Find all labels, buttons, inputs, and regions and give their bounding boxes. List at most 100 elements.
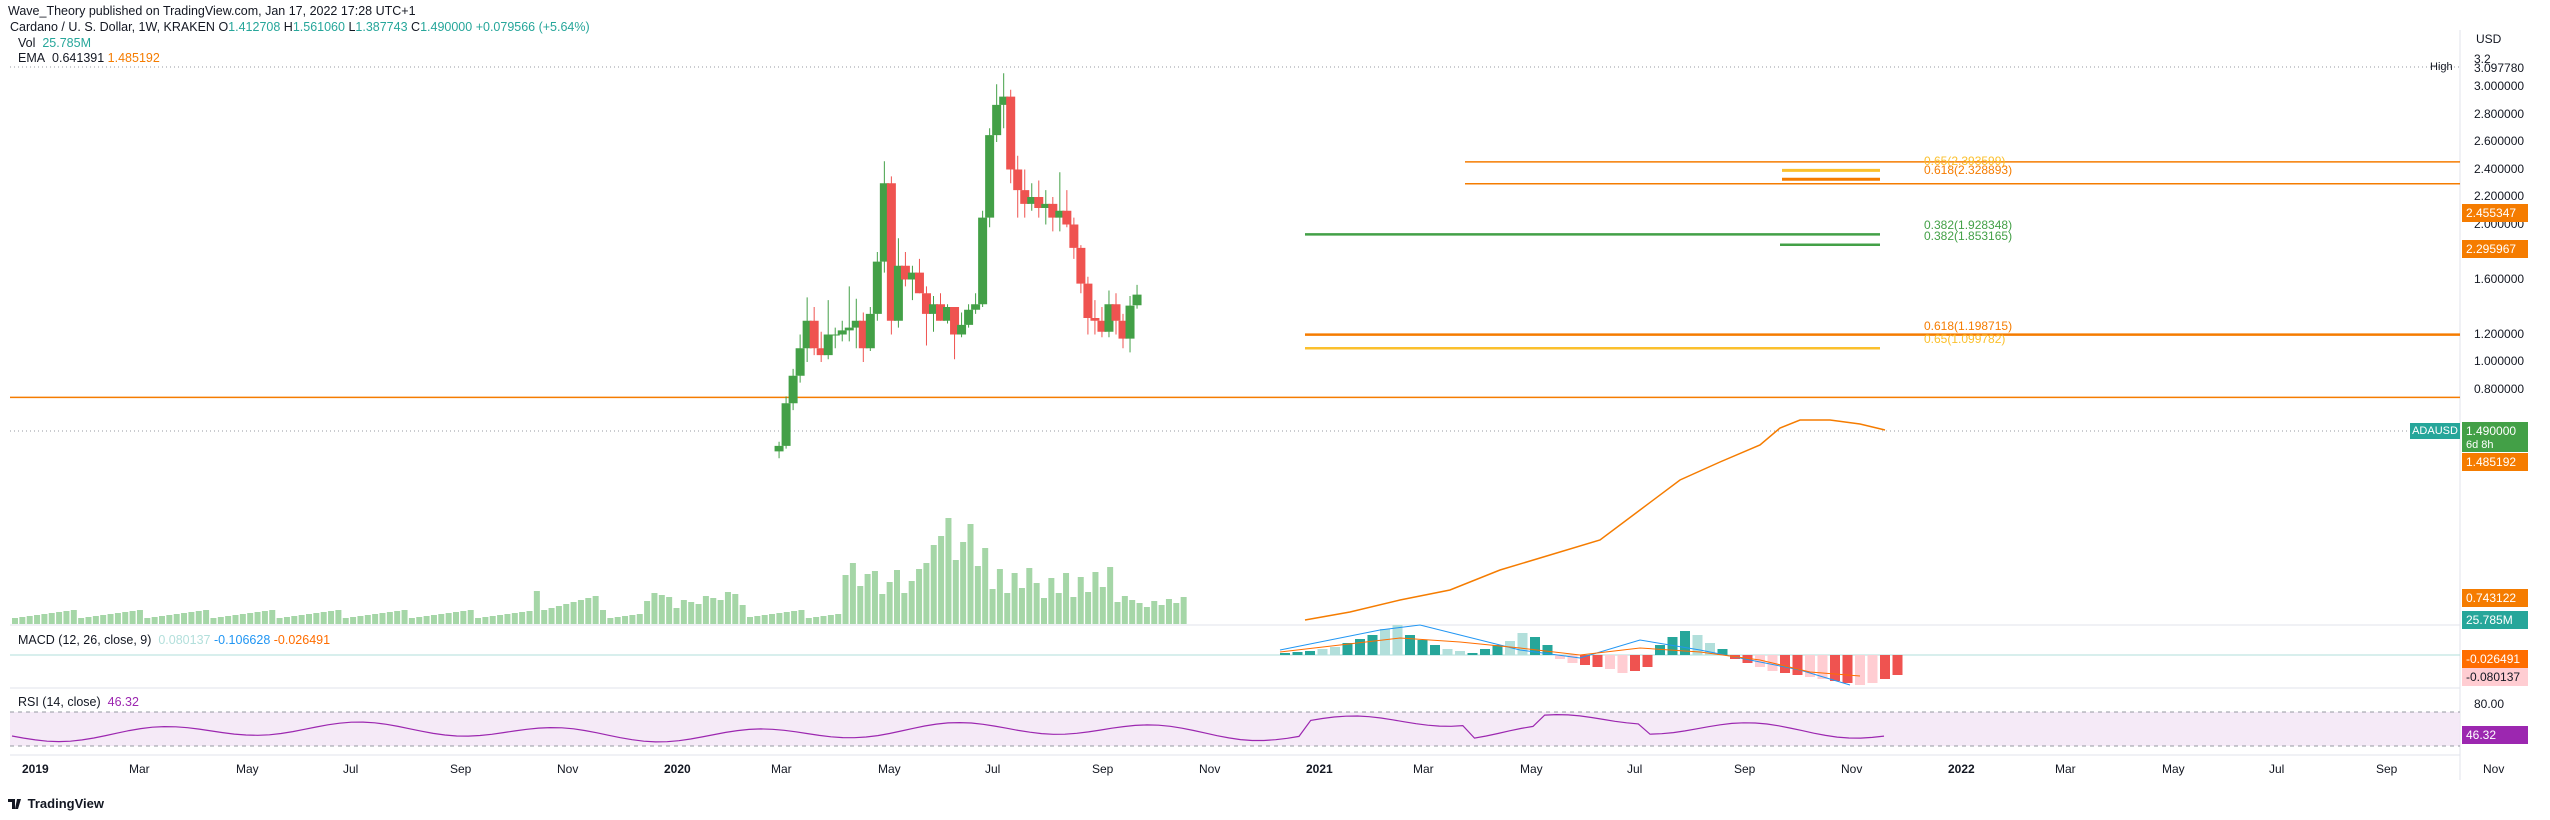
volume-bar: [1107, 567, 1114, 624]
macd-bar: [1442, 649, 1453, 655]
price-tick: 2.400000: [2474, 161, 2525, 176]
volume-bar: [996, 569, 1003, 624]
volume-bar: [34, 615, 41, 624]
macd-bar: [1280, 653, 1290, 655]
candle-down: [1090, 318, 1100, 321]
time-tick: Mar: [1413, 762, 1434, 776]
macd-histogram: [10, 624, 2460, 686]
volume-bar: [210, 618, 217, 624]
volume-bar: [357, 616, 364, 624]
time-tick: May: [236, 762, 259, 776]
volume-bar: [136, 610, 143, 624]
volume-bar: [629, 615, 636, 624]
macd-bar: [1805, 655, 1815, 677]
volume-bar: [482, 617, 489, 624]
volume-bar: [607, 618, 614, 624]
volume-bar: [519, 612, 526, 624]
macd-bar: [1580, 655, 1590, 665]
volume-bar: [651, 593, 658, 624]
macd-bar: [1355, 639, 1365, 655]
volume-bar: [430, 615, 437, 624]
time-tick: May: [2162, 762, 2185, 776]
volume-bar: [401, 610, 408, 624]
volume-bar: [644, 601, 651, 624]
macd-signal-line: [1279, 637, 1861, 677]
horizontal-levels: [10, 161, 2460, 399]
candle-down: [809, 320, 819, 349]
volume-bar: [857, 586, 864, 624]
volume-bar: [724, 592, 731, 624]
macd-bar: [1417, 640, 1428, 655]
macd-bar: [1567, 655, 1578, 663]
candle-down: [921, 293, 931, 314]
macd-bar: [1842, 655, 1853, 683]
countdown: 6d 8h: [2466, 439, 2494, 451]
rsi-title: RSI (14, close): [18, 695, 101, 709]
rsi-value: 46.32: [107, 695, 139, 709]
macd-bar: [1617, 655, 1628, 673]
price-tick: 1.000000: [2474, 354, 2525, 368]
macd-bar: [1780, 655, 1790, 673]
volume-bar: [1165, 599, 1172, 624]
volume-bar: [100, 615, 107, 624]
symbol-title: Cardano / U. S. Dollar, 1W, KRAKEN: [10, 20, 215, 34]
macd-badge-2: -0.080137: [2462, 668, 2528, 686]
volume-bar: [232, 615, 239, 624]
ohlc-open: O1.412708: [218, 20, 281, 34]
volume-bar: [555, 606, 562, 624]
tradingview-logo[interactable]: TradingView: [8, 796, 104, 811]
volume-bar: [386, 612, 393, 624]
volume-bar: [776, 613, 783, 624]
volume-bar: [982, 548, 989, 624]
volume-bar: [923, 563, 930, 624]
macd-bar: [1542, 645, 1553, 655]
volume-bar: [1011, 573, 1018, 624]
macd-bar: [1392, 625, 1403, 655]
volume-bar: [408, 618, 415, 624]
candle-up: [943, 307, 953, 321]
volume-bar: [504, 614, 511, 624]
macd-badge-1: -0.026491: [2462, 650, 2528, 668]
time-tick: Jul: [985, 762, 1001, 776]
volume-bar: [203, 610, 210, 624]
volume-bar: [63, 611, 70, 624]
time-tick: Jul: [343, 762, 359, 776]
volume-bar: [1055, 593, 1062, 624]
candle-up: [985, 135, 995, 218]
macd-bar: [1330, 647, 1340, 655]
volume-bar: [1143, 607, 1150, 624]
volume-bar: [276, 618, 283, 624]
macd-bar: [1680, 631, 1690, 655]
macd-title: MACD (12, 26, close, 9): [18, 633, 152, 647]
volume-bar: [173, 614, 180, 624]
volume-bar: [526, 611, 533, 624]
current-price-value: 1.490000: [2466, 424, 2517, 438]
volume-bar: [570, 602, 577, 624]
volume-bar: [107, 614, 114, 624]
macd-value-1: 0.080137: [158, 633, 211, 647]
macd-bar: [1817, 655, 1828, 679]
volume-bar: [916, 569, 923, 624]
candle-down: [1118, 320, 1128, 339]
macd-bar: [1430, 645, 1440, 655]
volume-bar: [298, 615, 305, 624]
volume-bar: [320, 612, 327, 624]
macd-bar: [1492, 645, 1503, 655]
volume-bar: [225, 616, 232, 624]
volume-bar: [600, 610, 606, 624]
volume-bar: [585, 598, 592, 624]
volume-bar: [460, 611, 467, 624]
volume-bar: [967, 524, 974, 624]
time-tick: May: [1520, 762, 1543, 776]
volume-bar: [423, 616, 430, 624]
volume-bar: [952, 560, 959, 624]
volume-bar: [283, 617, 290, 624]
volume-bar: [350, 617, 357, 624]
volume-bar: [658, 595, 665, 624]
candle-up: [844, 327, 854, 331]
macd-bar: [1717, 649, 1728, 655]
volume-bar: [886, 582, 893, 624]
macd-bar: [1592, 655, 1603, 667]
candle-up: [1055, 210, 1065, 218]
